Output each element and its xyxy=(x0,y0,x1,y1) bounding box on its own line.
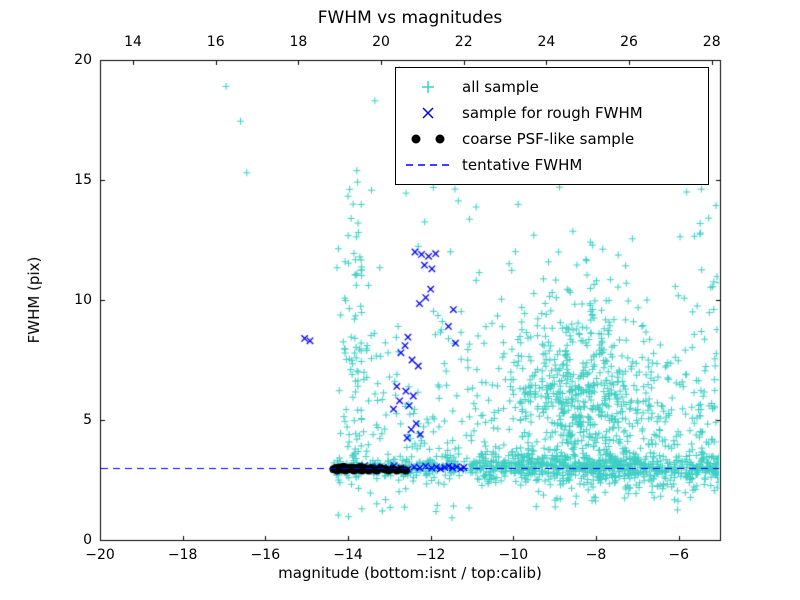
x-marker-icon xyxy=(422,107,434,119)
dot-marker-icon xyxy=(411,134,445,144)
legend-label: coarse PSF-like sample xyxy=(462,130,635,148)
legend-entry-tentative-fwhm: tentative FWHM xyxy=(404,152,700,178)
legend-label: sample for rough FWHM xyxy=(462,104,643,122)
x-axis-label: magnitude (bottom:isnt / top:calib) xyxy=(278,564,542,582)
chart-title: FWHM vs magnitudes xyxy=(317,8,503,28)
legend-label: all sample xyxy=(462,78,539,96)
legend-label: tentative FWHM xyxy=(462,156,583,174)
legend-entry-rough-fwhm: sample for rough FWHM xyxy=(404,100,700,126)
y-axis-label: FWHM (pix) xyxy=(25,256,43,344)
dashed-line-icon xyxy=(406,164,450,166)
legend: all sample sample for rough FWHM coarse … xyxy=(395,67,709,185)
legend-entry-all-sample: all sample xyxy=(404,74,700,100)
legend-entry-psf-sample: coarse PSF-like sample xyxy=(404,126,700,152)
plus-marker-icon xyxy=(422,81,434,93)
